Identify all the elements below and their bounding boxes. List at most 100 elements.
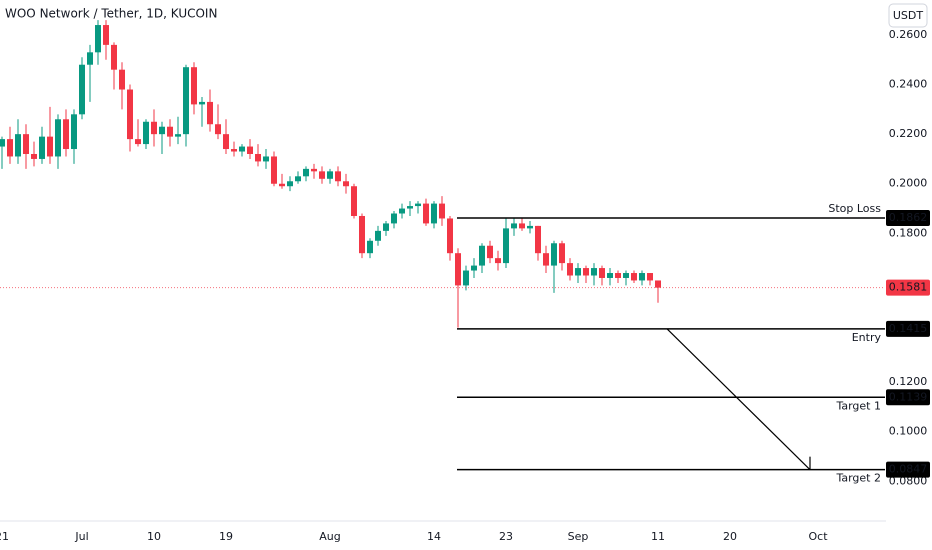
candle-body	[615, 273, 621, 278]
candle-body	[583, 268, 589, 276]
x-tick-label: 20	[723, 530, 737, 543]
x-tick-label: Oct	[808, 530, 828, 543]
candle-body	[319, 171, 325, 179]
candle-body	[295, 176, 301, 182]
candle-body	[167, 126, 173, 137]
chart-title: WOO Network / Tether, 1D, KUCOIN	[5, 7, 217, 21]
candle-body	[591, 268, 597, 276]
candle-body	[311, 168, 317, 172]
candle-body	[71, 114, 77, 150]
candle-body	[375, 230, 381, 241]
candle-body	[127, 89, 133, 140]
candle-body	[39, 136, 45, 159]
candle-body	[391, 213, 397, 224]
candle-body	[231, 149, 237, 152]
candle-body	[0, 139, 5, 147]
x-tick-label: Jul	[74, 530, 88, 543]
level-name: Entry	[852, 331, 882, 344]
candle-body	[135, 139, 141, 145]
candle-body	[431, 203, 437, 224]
candle-body	[647, 273, 653, 281]
projection-line	[666, 328, 811, 471]
level-value: 0.1862	[889, 211, 928, 224]
candle-body	[79, 64, 85, 115]
candle-body	[23, 134, 29, 154]
candle-body	[247, 146, 253, 154]
candle-body	[303, 168, 309, 177]
candle-body	[503, 228, 509, 264]
candle-body	[271, 156, 277, 184]
candle-body	[159, 126, 165, 135]
level-name: Target 1	[835, 399, 881, 412]
x-tick-label: Sep	[568, 530, 589, 543]
candle-body	[95, 25, 101, 53]
level-box	[886, 389, 930, 406]
candle-body	[559, 243, 565, 264]
candle-body	[47, 136, 53, 157]
currency-button[interactable]	[888, 3, 928, 28]
candle-body	[487, 245, 493, 259]
level-value: 0.1415	[889, 322, 928, 335]
candle-body	[239, 146, 245, 152]
candle-body	[103, 25, 109, 45]
candle-body	[495, 258, 501, 264]
candle-body	[183, 67, 189, 135]
candle-body	[143, 121, 149, 145]
level-value: 0.0847	[889, 463, 928, 476]
candle-body	[223, 134, 229, 150]
y-tick-label: 0.1000	[889, 425, 928, 438]
y-tick-label: 0.2000	[889, 177, 928, 190]
level-value: 0.1139	[889, 390, 928, 403]
candle-body	[279, 183, 285, 187]
y-tick-label: 0.2400	[889, 78, 928, 91]
candle-body	[599, 268, 605, 278]
y-tick-label: 0.2600	[889, 28, 928, 41]
candle-body	[215, 124, 221, 135]
x-tick-label: 10	[147, 530, 161, 543]
candle-body	[255, 153, 261, 162]
candle-body	[623, 273, 629, 278]
x-tick-label: 11	[651, 530, 665, 543]
candle-body	[359, 215, 365, 254]
candle-body	[287, 181, 293, 187]
currency-label[interactable]: USDT	[893, 9, 924, 22]
candle-body	[519, 223, 525, 229]
candle-body	[463, 270, 469, 286]
candle-body	[7, 139, 13, 157]
candle-body	[639, 273, 645, 281]
y-tick-label: 0.2200	[889, 127, 928, 140]
x-tick-label: 21	[0, 530, 9, 543]
candle-body	[263, 156, 269, 162]
x-tick-label: 14	[427, 530, 441, 543]
y-tick-label: 0.1200	[889, 375, 928, 388]
candle-body	[119, 69, 125, 90]
candle-body	[335, 171, 341, 182]
candle-body	[351, 186, 357, 216]
x-tick-label: 23	[499, 530, 513, 543]
candle-body	[567, 263, 573, 276]
candle-body	[575, 268, 581, 276]
level-name: Stop Loss	[828, 202, 881, 215]
candle-body	[55, 119, 61, 157]
candle-body	[551, 243, 557, 266]
candle-body	[383, 223, 389, 231]
candle-body	[63, 119, 69, 150]
candle-body	[607, 273, 613, 278]
candle-body	[87, 52, 93, 65]
candle-body	[423, 203, 429, 224]
candle-body	[15, 134, 21, 157]
candle-body	[343, 181, 349, 187]
candle-body	[399, 208, 405, 214]
level-box	[886, 461, 930, 478]
candle-body	[327, 171, 333, 179]
candle-body	[111, 44, 117, 70]
last-price-box	[886, 279, 930, 296]
candle-body	[631, 273, 637, 281]
candle-body	[471, 265, 477, 271]
candle-body	[447, 218, 453, 254]
candle-body	[455, 253, 461, 286]
candle-body	[415, 203, 421, 207]
candle-body	[199, 101, 205, 105]
candle-body	[175, 134, 181, 137]
